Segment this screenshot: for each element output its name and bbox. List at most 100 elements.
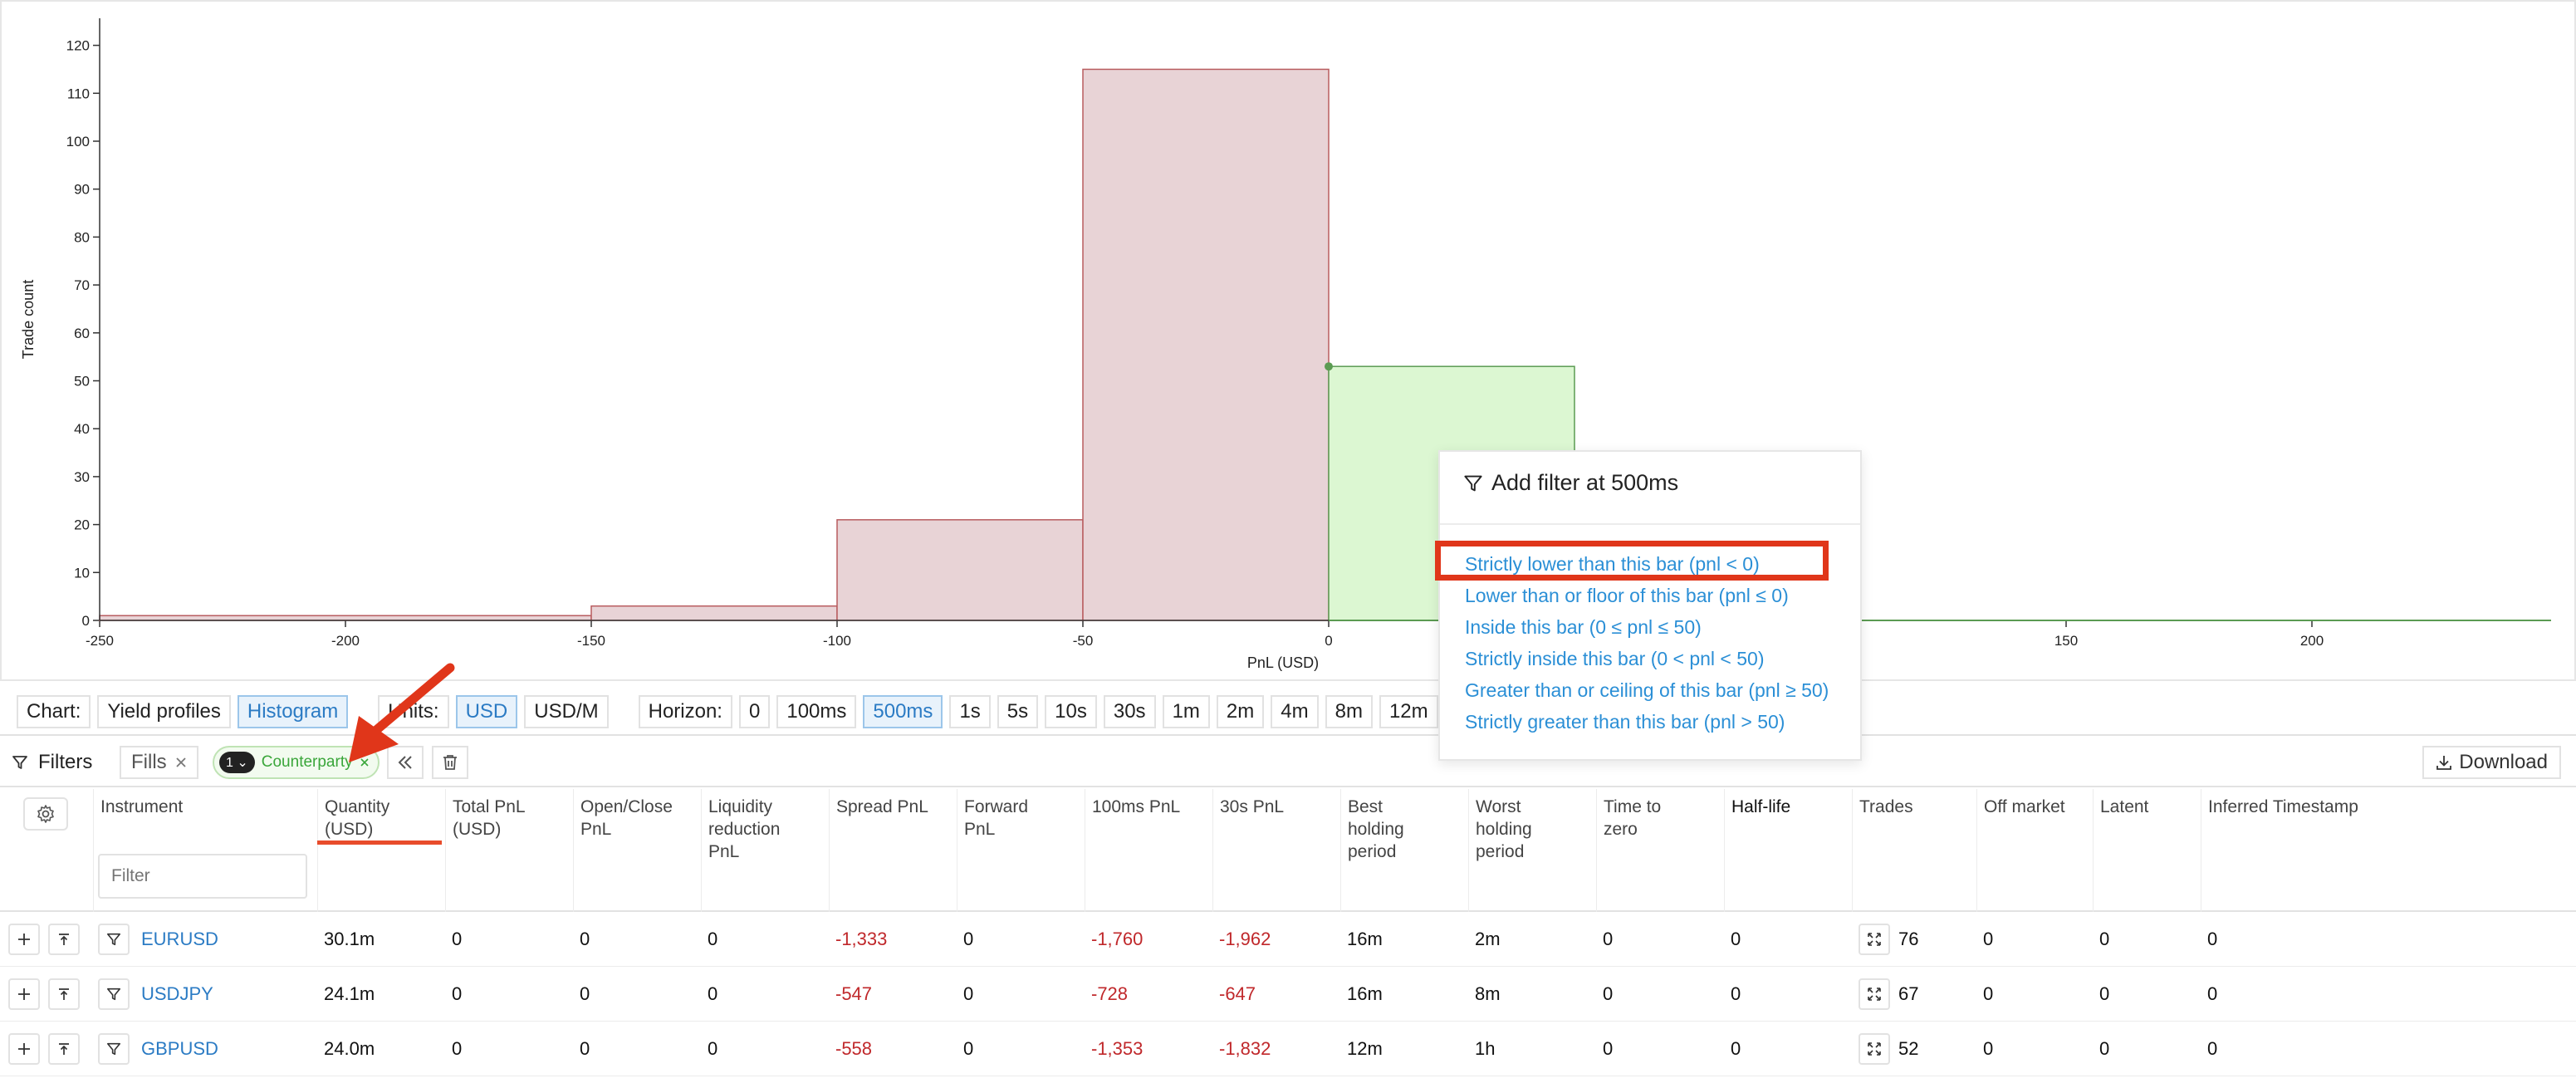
column-header-label: Instrument	[100, 797, 184, 816]
filter-row-button[interactable]	[98, 978, 130, 1010]
column-header-label: Liquidity reduction PnL	[708, 797, 781, 861]
cell-trades: 67	[1852, 967, 1918, 1022]
table-row[interactable]: USDJPY 24.1m 0 0 0 -547 0 -728 -647 16m 8m 0 0 67 0 0 0	[0, 967, 2576, 1022]
filter-option-0[interactable]: Strictly lower than this bar (pnl < 0)	[1465, 553, 1760, 575]
close-icon[interactable]	[175, 757, 187, 768]
expand-trades-button[interactable]	[1859, 924, 1890, 955]
column-header-forward[interactable]: Forward PnL	[957, 789, 1085, 912]
cell-halflife: 0	[1731, 1038, 1741, 1059]
filter-row-button[interactable]	[98, 924, 130, 955]
filter-option-1[interactable]: Lower than or floor of this bar (pnl ≤ 0…	[1465, 585, 1789, 606]
cell-latent: 0	[2099, 929, 2110, 949]
cell-best: 16m	[1347, 983, 1383, 1004]
cell-instrument[interactable]: EURUSD	[141, 929, 218, 949]
horizon-button-9[interactable]: 4m	[1271, 695, 1319, 728]
trades-count: 52	[1898, 1038, 1919, 1059]
usd-m-units-button[interactable]: USD/M	[524, 695, 609, 728]
filter-option-4[interactable]: Greater than or ceiling of this bar (pnl…	[1465, 679, 1829, 701]
close-icon[interactable]	[360, 757, 370, 767]
column-header-quantity[interactable]: Quantity (USD)	[317, 789, 445, 912]
expand-row-button[interactable]	[8, 1033, 40, 1065]
histogram-button[interactable]: Histogram	[237, 695, 349, 728]
expand-row-button[interactable]	[8, 924, 40, 955]
horizon-button-10[interactable]: 8m	[1325, 695, 1373, 728]
column-header-label: Trades	[1859, 797, 1913, 816]
histogram-bar-3[interactable]	[1082, 68, 1330, 621]
table-row[interactable]: GBPUSD 24.0m 0 0 0 -558 0 -1,353 -1,832 12m 1h 0 0 52…	[0, 1022, 2576, 1076]
histogram-bar-0[interactable]	[99, 615, 592, 621]
counterparty-count-badge[interactable]: 1 ⌄	[219, 752, 255, 773]
cell-forward: 0	[963, 1038, 974, 1059]
column-header-worst[interactable]: Worst holding period	[1468, 789, 1596, 912]
cell-pnl100: -1,760	[1091, 929, 1144, 949]
horizon-button-3[interactable]: 1s	[949, 695, 991, 728]
column-header-latent[interactable]: Latent	[2093, 789, 2201, 912]
filters-toggle[interactable]: Filters	[12, 746, 92, 779]
horizon-button-6[interactable]: 30s	[1103, 695, 1156, 728]
x-tick-label: -150	[577, 633, 605, 649]
column-header-halflife[interactable]: Half-life	[1724, 789, 1852, 912]
horizon-button-2[interactable]: 500ms	[863, 695, 943, 728]
filter-option-5[interactable]: Strictly greater than this bar (pnl > 50…	[1465, 711, 1785, 733]
horizon-button-1[interactable]: 100ms	[776, 695, 857, 728]
column-header-spread[interactable]: Spread PnL	[829, 789, 957, 912]
column-header-inferred[interactable]: Inferred Timestamp	[2201, 789, 2417, 912]
expand-trades-button[interactable]	[1859, 978, 1890, 1010]
x-tick-label: -250	[86, 633, 114, 649]
column-header-open_close[interactable]: Open/Close PnL	[573, 789, 701, 912]
expand-trades-button[interactable]	[1859, 1033, 1890, 1065]
horizon-button-11[interactable]: 12m	[1379, 695, 1438, 728]
yield-profiles-button[interactable]: Yield profiles	[97, 695, 231, 728]
expand-row-button[interactable]	[8, 978, 40, 1010]
horizon-button-0[interactable]: 0	[738, 695, 771, 728]
cell-liquidity: 0	[708, 983, 718, 1004]
histogram-bar-1[interactable]	[590, 605, 838, 621]
column-header-pnl30[interactable]: 30s PnL	[1212, 789, 1340, 912]
filter-option-2[interactable]: Inside this bar (0 ≤ pnl ≤ 50)	[1465, 616, 1702, 638]
trash-icon	[443, 755, 457, 770]
column-header-label: 100ms PnL	[1092, 797, 1181, 816]
fills-filter-chip[interactable]: Fills	[120, 746, 198, 779]
histogram-bar-2[interactable]	[836, 519, 1084, 621]
download-button[interactable]: Download	[2422, 746, 2561, 779]
selected-bar-marker	[1325, 362, 1333, 371]
cell-instrument[interactable]: USDJPY	[141, 983, 213, 1004]
column-header-trades[interactable]: Trades	[1852, 789, 1976, 912]
cell-instrument[interactable]: GBPUSD	[141, 1038, 218, 1059]
collapse-filters-button[interactable]	[387, 746, 424, 779]
column-header-ttz[interactable]: Time to zero	[1596, 789, 1724, 912]
y-tick-label: 70	[74, 277, 90, 293]
table-settings-button[interactable]	[23, 797, 68, 831]
cell-best: 12m	[1347, 1038, 1383, 1059]
expand-icon	[1868, 1042, 1881, 1056]
y-tick-label: 10	[74, 565, 90, 581]
cell-offmarket: 0	[1983, 929, 1994, 949]
x-tick-label: -100	[823, 633, 851, 649]
column-header-instrument[interactable]: Instrument	[93, 789, 317, 912]
column-header-offmarket[interactable]: Off market	[1976, 789, 2093, 912]
filter-option-3[interactable]: Strictly inside this bar (0 < pnl < 50)	[1465, 648, 1765, 669]
filter-icon	[106, 933, 121, 946]
pin-row-button[interactable]	[48, 978, 80, 1010]
instrument-filter-input[interactable]	[98, 854, 307, 899]
plus-icon	[18, 934, 30, 945]
horizon-button-5[interactable]: 10s	[1045, 695, 1097, 728]
horizon-button-8[interactable]: 2m	[1216, 695, 1265, 728]
column-header-liquidity[interactable]: Liquidity reduction PnL	[701, 789, 829, 912]
horizon-button-7[interactable]: 1m	[1162, 695, 1210, 728]
table-row[interactable]: EURUSD 30.1m 0 0 0 -1,333 0 -1,760 -1,962 16m 2m 0 0…	[0, 912, 2576, 967]
pin-row-button[interactable]	[48, 924, 80, 955]
filter-row-button[interactable]	[98, 1033, 130, 1065]
column-header-total_pnl[interactable]: Total PnL (USD)	[445, 789, 573, 912]
horizon-button-4[interactable]: 5s	[997, 695, 1039, 728]
column-header-label: Best holding period	[1348, 797, 1404, 861]
column-header-best[interactable]: Best holding period	[1340, 789, 1468, 912]
y-tick-label: 80	[74, 229, 90, 245]
pin-row-button[interactable]	[48, 1033, 80, 1065]
cell-best: 16m	[1347, 929, 1383, 949]
usd-units-button[interactable]: USD	[455, 695, 518, 728]
plus-icon	[18, 1043, 30, 1055]
column-header-pnl100[interactable]: 100ms PnL	[1085, 789, 1212, 912]
download-icon	[2436, 756, 2452, 770]
clear-filters-button[interactable]	[432, 746, 468, 779]
